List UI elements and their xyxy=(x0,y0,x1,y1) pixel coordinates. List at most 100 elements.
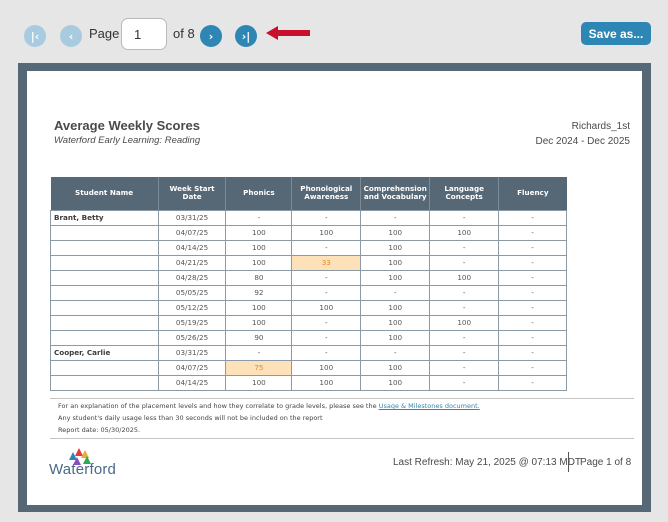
week-date-cell: 04/07/25 xyxy=(157,359,227,376)
student-name-cell xyxy=(50,224,159,241)
fluency-cell: - xyxy=(498,329,567,346)
language-concepts-cell: - xyxy=(429,344,500,361)
phonological-awareness-cell: - xyxy=(291,209,362,226)
fluency-cell: - xyxy=(498,254,567,271)
language-concepts-cell: - xyxy=(429,209,500,226)
phonological-awareness-cell: 100 xyxy=(291,224,362,241)
last-refresh: Last Refresh: May 21, 2025 @ 07:13 MDT xyxy=(393,457,582,468)
phonics-cell: 90 xyxy=(225,329,293,346)
table-row: 04/07/25 75 100 100 - - xyxy=(50,359,567,376)
column-header: Comprehension and Vocabulary xyxy=(360,177,430,210)
placement-note: For an explanation of the placement leve… xyxy=(58,402,480,410)
fluency-cell: - xyxy=(498,239,567,256)
week-date-cell: 03/31/25 xyxy=(157,344,227,361)
language-concepts-cell: - xyxy=(429,239,500,256)
student-name-cell xyxy=(50,374,159,391)
fluency-cell: - xyxy=(498,269,567,286)
phonological-awareness-cell: - xyxy=(291,239,362,256)
student-name-cell xyxy=(50,254,159,271)
phonological-awareness-cell: - xyxy=(291,284,362,301)
phonological-awareness-cell: 100 xyxy=(291,299,362,316)
save-as-button[interactable]: Save as... xyxy=(581,22,651,45)
table-row: 04/21/25 100 33 100 - - xyxy=(50,254,567,271)
table-row: 05/26/25 90 - 100 - - xyxy=(50,329,567,346)
student-name-cell xyxy=(50,329,159,346)
table-row: 04/07/25 100 100 100 100 - xyxy=(50,224,567,241)
language-concepts-cell: 100 xyxy=(429,314,500,331)
week-date-cell: 05/05/25 xyxy=(157,284,227,301)
table-row: 05/05/25 92 - - - - xyxy=(50,284,567,301)
fluency-cell: - xyxy=(498,374,567,391)
report-page: Average Weekly Scores Waterford Early Le… xyxy=(27,71,642,505)
phonics-cell: 92 xyxy=(225,284,293,301)
waterford-logo-text: Waterford xyxy=(49,461,117,478)
phonological-awareness-cell: 100 xyxy=(291,374,362,391)
language-concepts-cell: - xyxy=(429,284,500,301)
fluency-cell: - xyxy=(498,284,567,301)
week-date-cell: 04/14/25 xyxy=(157,374,227,391)
student-name-cell xyxy=(50,359,159,376)
date-range: Dec 2024 - Dec 2025 xyxy=(535,136,630,147)
fluency-cell: - xyxy=(498,299,567,316)
fluency-cell: - xyxy=(498,224,567,241)
table-row: Cooper, Carlie 03/31/25 - - - - - xyxy=(50,344,567,361)
phonics-cell: 100 xyxy=(225,254,293,271)
phonological-awareness-cell: - xyxy=(291,329,362,346)
comprehension-cell: - xyxy=(360,209,431,226)
report-toolbar: |‹ ‹ Page 1 of 8 › ›| Save as... xyxy=(0,0,668,62)
first-page-button[interactable]: |‹ xyxy=(24,25,46,47)
comprehension-cell: 100 xyxy=(360,329,431,346)
phonics-cell: - xyxy=(225,344,293,361)
phonological-awareness-cell: - xyxy=(291,314,362,331)
comprehension-cell: 100 xyxy=(360,269,431,286)
week-date-cell: 04/14/25 xyxy=(157,239,227,256)
phonics-cell: 100 xyxy=(225,239,293,256)
placement-note-text: For an explanation of the placement leve… xyxy=(58,402,377,410)
last-page-button[interactable]: ›| xyxy=(235,25,257,47)
scores-table: Student Name Week Start Date Phonics Pho… xyxy=(50,177,567,391)
last-page-icon: ›| xyxy=(241,29,251,43)
week-date-cell: 05/26/25 xyxy=(157,329,227,346)
language-concepts-cell: - xyxy=(429,254,500,271)
student-name-cell xyxy=(50,239,159,256)
comprehension-cell: 100 xyxy=(360,224,431,241)
table-row: 05/19/25 100 - 100 100 - xyxy=(50,314,567,331)
student-name-cell: Brant, Betty xyxy=(50,209,159,226)
language-concepts-cell: - xyxy=(429,299,500,316)
week-date-cell: 04/28/25 xyxy=(157,269,227,286)
footer-separator xyxy=(568,452,569,472)
language-concepts-cell: 100 xyxy=(429,224,500,241)
student-name-cell xyxy=(50,299,159,316)
fluency-cell: - xyxy=(498,344,567,361)
language-concepts-cell: 100 xyxy=(429,269,500,286)
next-page-button[interactable]: › xyxy=(200,25,222,47)
phonics-cell: 100 xyxy=(225,299,293,316)
usage-milestones-link[interactable]: Usage & Milestones document. xyxy=(378,402,480,410)
prev-page-button[interactable]: ‹ xyxy=(60,25,82,47)
divider xyxy=(50,438,634,439)
page-number-input[interactable]: 1 xyxy=(121,18,167,50)
first-page-icon: |‹ xyxy=(30,29,40,43)
table-header-row: Student Name Week Start Date Phonics Pho… xyxy=(50,177,567,210)
prev-page-icon: ‹ xyxy=(68,29,74,43)
report-subtitle: Waterford Early Learning: Reading xyxy=(54,135,201,146)
student-name-cell xyxy=(50,269,159,286)
phonics-cell: 100 xyxy=(225,374,293,391)
divider xyxy=(50,398,634,399)
phonics-cell: - xyxy=(225,209,293,226)
next-page-icon: › xyxy=(208,29,214,43)
student-name-cell: Cooper, Carlie xyxy=(50,344,159,361)
report-date: Report date: 05/30/2025. xyxy=(58,426,141,434)
comprehension-cell: 100 xyxy=(360,239,431,256)
table-row: 04/14/25 100 - 100 - - xyxy=(50,239,567,256)
student-name-cell xyxy=(50,284,159,301)
language-concepts-cell: - xyxy=(429,359,500,376)
phonological-awareness-cell: - xyxy=(291,269,362,286)
usage-note: Any student's daily usage less than 30 s… xyxy=(58,414,323,422)
comprehension-cell: 100 xyxy=(360,254,431,271)
column-header: Language Concepts xyxy=(429,177,499,210)
phonics-cell-highlighted: 75 xyxy=(225,359,293,376)
comprehension-cell: 100 xyxy=(360,374,431,391)
waterford-logo-icon xyxy=(69,448,91,465)
fluency-cell: - xyxy=(498,209,567,226)
